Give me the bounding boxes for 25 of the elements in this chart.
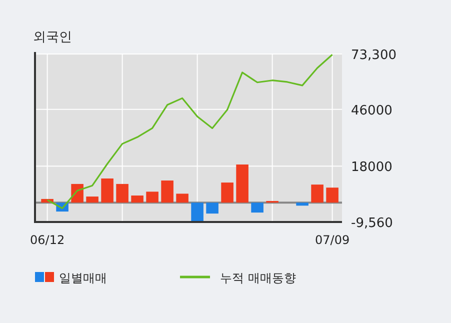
bar <box>206 202 218 214</box>
y-tick-label: 73,300 <box>351 48 396 63</box>
bar <box>86 196 98 203</box>
bar <box>176 194 188 203</box>
bar <box>326 188 338 203</box>
chart-title: 외국인 <box>33 30 72 45</box>
legend-label: 누적 매매동향 <box>220 271 296 285</box>
y-tick-label: -9,560 <box>351 216 393 231</box>
bar <box>131 196 144 203</box>
y-tick-label: 46000 <box>351 103 392 118</box>
bar <box>251 202 264 213</box>
bar <box>161 180 174 203</box>
bar <box>191 202 204 222</box>
legend-label: 일별매매 <box>59 271 107 285</box>
bar <box>146 192 158 203</box>
x-tick-label: 07/09 <box>315 233 350 247</box>
bar <box>236 164 248 203</box>
bar <box>296 202 308 206</box>
bar <box>311 184 324 203</box>
bar <box>101 178 114 203</box>
line-series <box>46 54 334 210</box>
y-tick-label: 18000 <box>351 160 392 176</box>
x-tick-label: 06/12 <box>30 233 65 247</box>
bar <box>221 182 234 203</box>
bar <box>116 184 128 203</box>
